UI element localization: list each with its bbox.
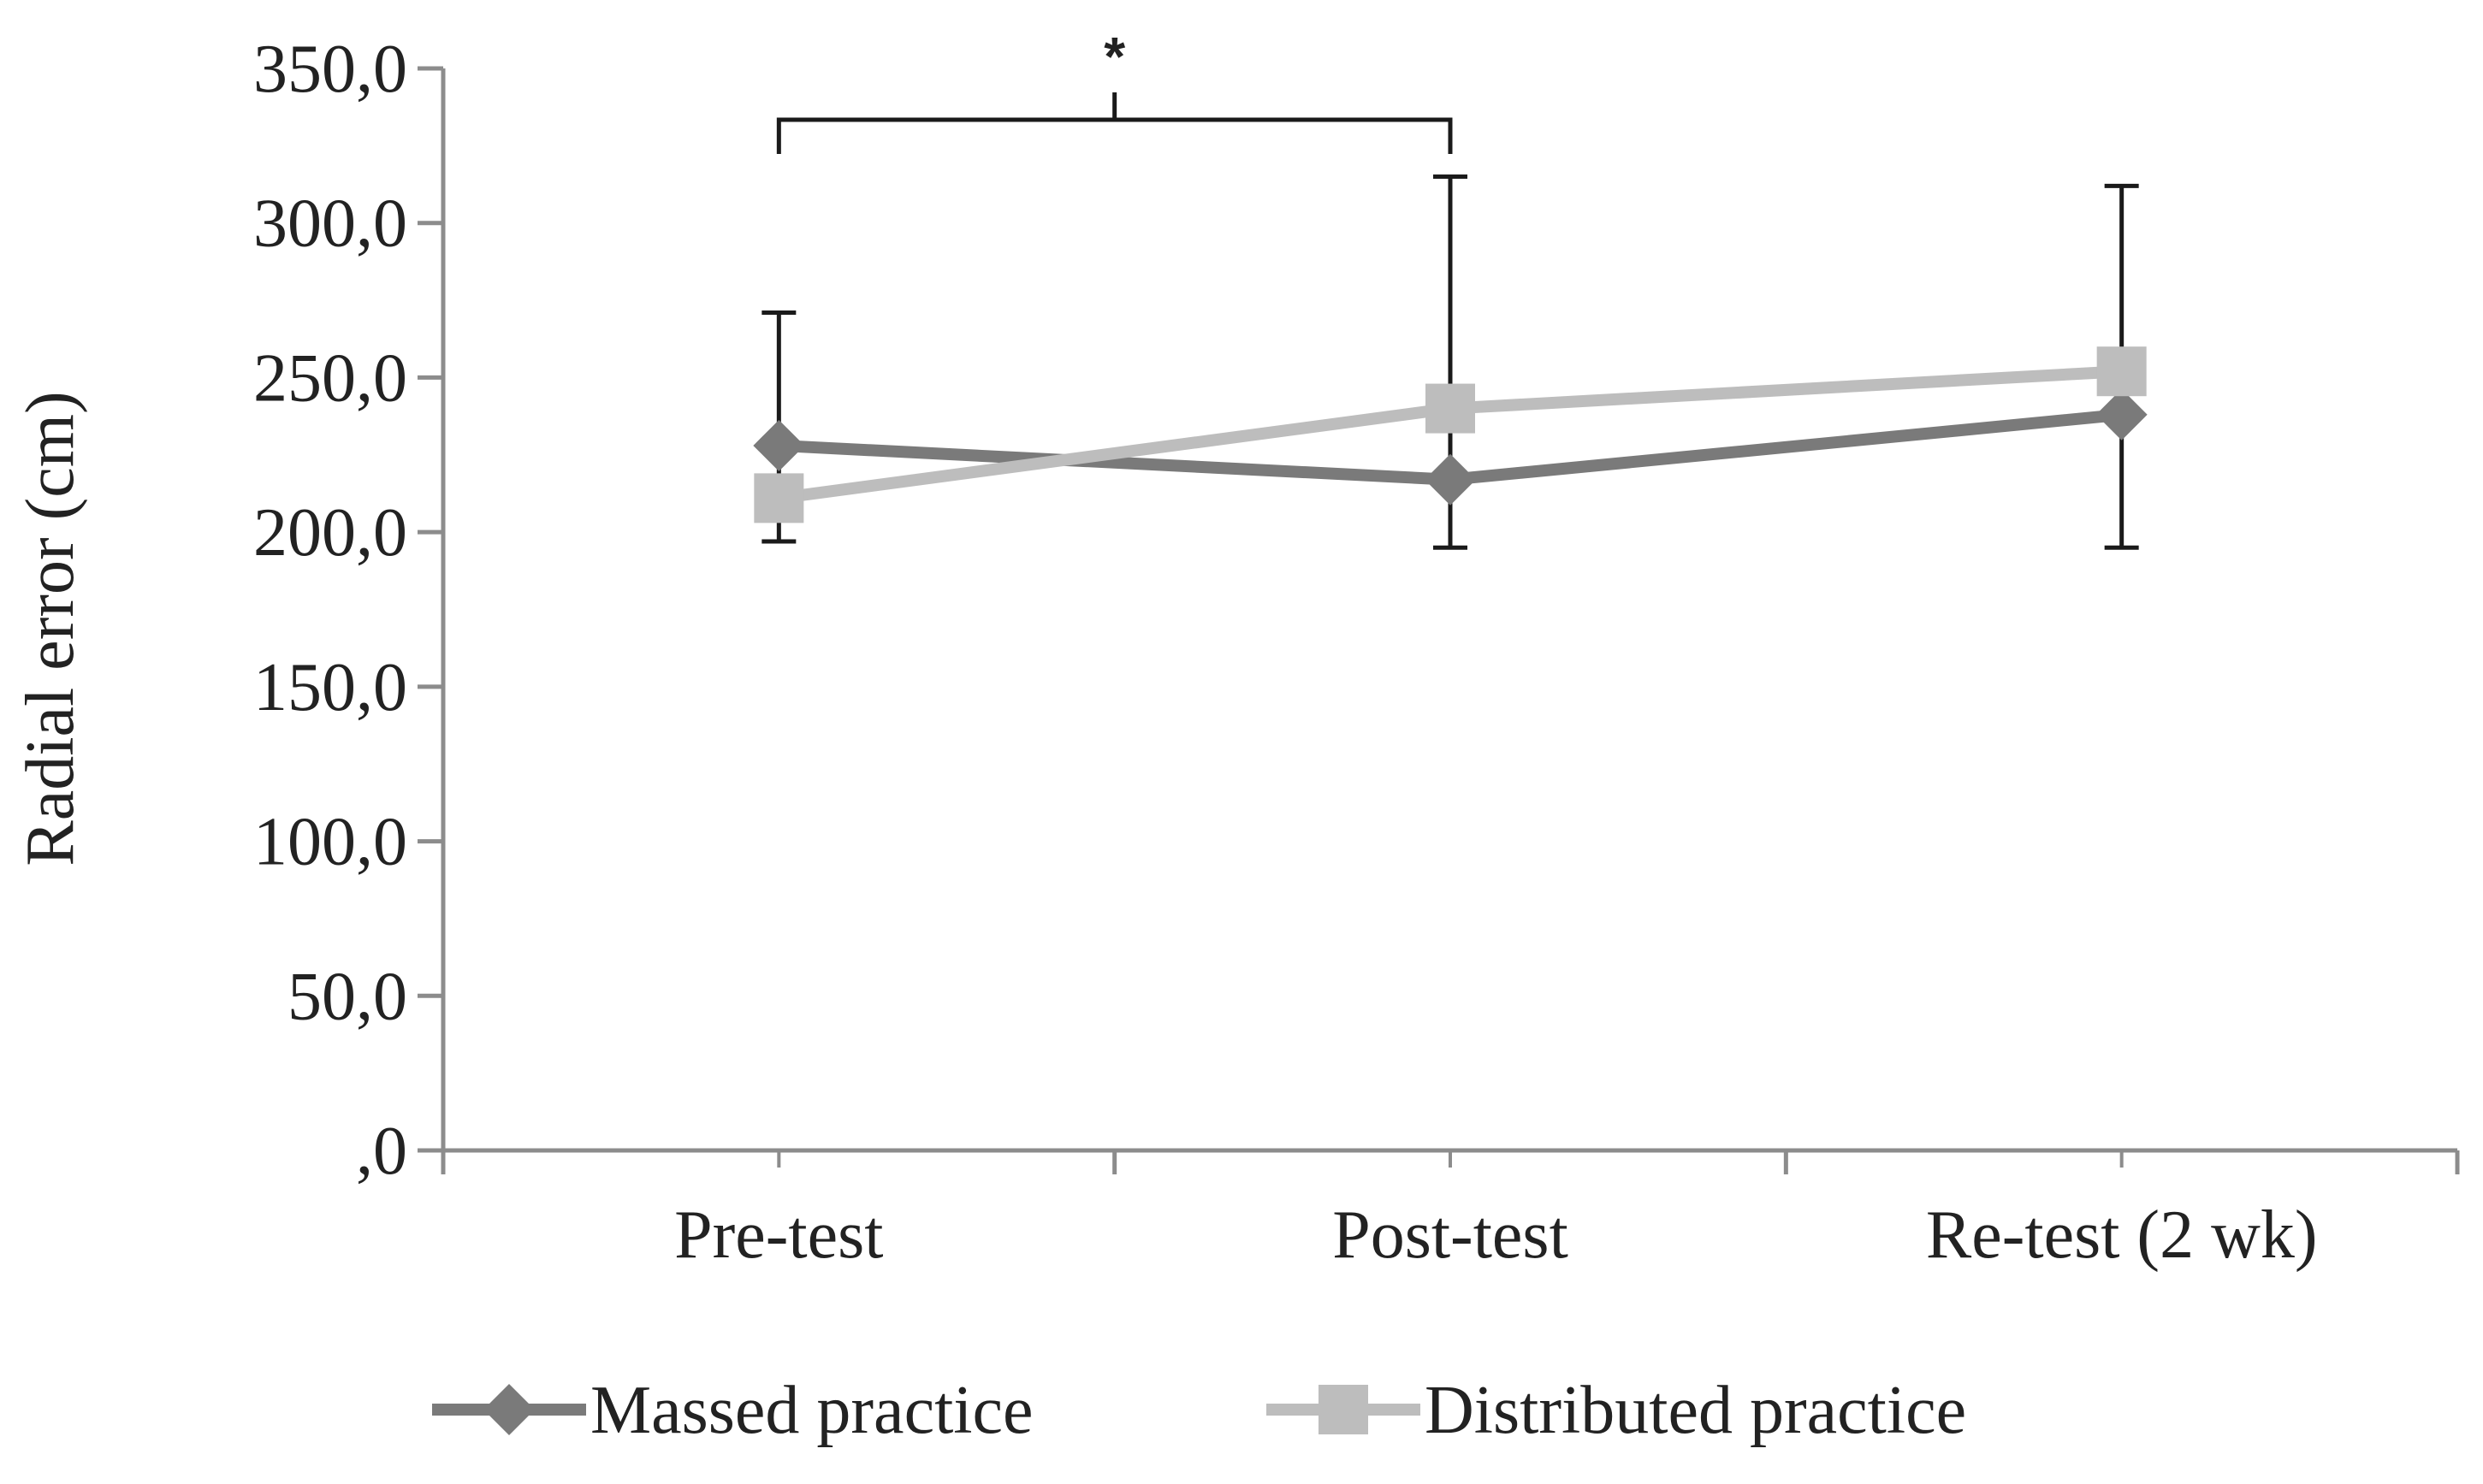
legend-marker xyxy=(1319,1385,1368,1434)
y-tick-label: ,0 xyxy=(356,1114,407,1189)
x-tick-label: Pre-test xyxy=(674,1197,883,1273)
y-tick-label: 50,0 xyxy=(287,959,407,1034)
significance-label: * xyxy=(1104,26,1125,87)
data-point xyxy=(1425,383,1475,434)
y-axis: ,0 50,0 100,0 150,0 200,0 250,0 300,0 350,0 xyxy=(253,32,446,1189)
x-axis: Pre-test Post-test Re-test (2 wk) xyxy=(441,1148,2460,1273)
legend: Massed practice Distributed practice xyxy=(432,1373,1966,1448)
data-point xyxy=(753,419,805,471)
y-axis-title: Radial error (cm) xyxy=(13,391,88,866)
data-point xyxy=(2095,388,2148,440)
y-tick-label: 350,0 xyxy=(253,32,407,107)
legend-label: Massed practice xyxy=(590,1373,1034,1448)
y-tick-label: 100,0 xyxy=(253,805,407,880)
data-point xyxy=(2096,346,2147,397)
data-point xyxy=(754,473,804,523)
y-tick-label: 200,0 xyxy=(253,495,407,571)
significance-bracket-line xyxy=(776,117,1453,154)
y-tick-label: 300,0 xyxy=(253,186,407,262)
series-markers xyxy=(753,346,2148,523)
significance-bracket: * xyxy=(776,26,1453,154)
y-tick-label: 150,0 xyxy=(253,650,407,725)
legend-marker xyxy=(483,1384,535,1435)
y-tick-label: 250,0 xyxy=(253,340,407,416)
legend-label: Distributed practice xyxy=(1425,1373,1966,1448)
data-point xyxy=(1425,453,1476,506)
x-tick-label: Post-test xyxy=(1332,1197,1568,1273)
x-tick-label: Re-test (2 wk) xyxy=(1926,1197,2318,1273)
